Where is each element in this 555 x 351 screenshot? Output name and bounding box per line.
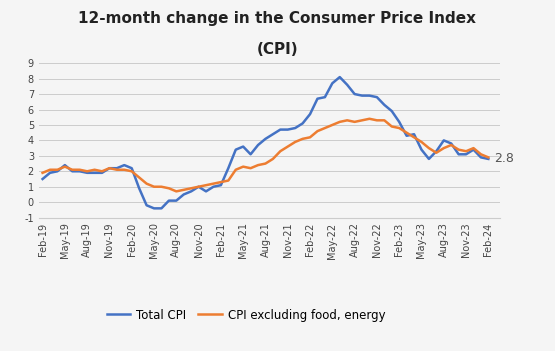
CPI excluding food, energy: [173, 189, 180, 193]
Total CPI: [441, 138, 447, 143]
Line: CPI excluding food, energy: CPI excluding food, energy: [43, 119, 488, 191]
Total CPI: [336, 75, 343, 79]
CPI excluding food, energy: [366, 117, 373, 121]
Total CPI: [485, 157, 492, 161]
CPI excluding food, energy: [203, 183, 209, 187]
Total CPI: [39, 177, 46, 181]
Text: 12-month change in the Consumer Price Index: 12-month change in the Consumer Price In…: [78, 11, 477, 26]
Total CPI: [143, 203, 150, 207]
CPI excluding food, energy: [314, 129, 321, 133]
Legend: Total CPI, CPI excluding food, energy: Total CPI, CPI excluding food, energy: [102, 304, 390, 326]
Total CPI: [128, 166, 135, 170]
CPI excluding food, energy: [128, 169, 135, 173]
CPI excluding food, energy: [485, 155, 492, 159]
Text: 2.8: 2.8: [495, 152, 514, 165]
Line: Total CPI: Total CPI: [43, 77, 488, 208]
Total CPI: [151, 206, 158, 211]
Total CPI: [284, 127, 291, 132]
Text: (CPI): (CPI): [256, 42, 299, 57]
CPI excluding food, energy: [39, 171, 46, 175]
Total CPI: [203, 189, 209, 193]
CPI excluding food, energy: [284, 145, 291, 149]
CPI excluding food, energy: [441, 146, 447, 150]
CPI excluding food, energy: [143, 181, 150, 186]
Total CPI: [314, 97, 321, 101]
